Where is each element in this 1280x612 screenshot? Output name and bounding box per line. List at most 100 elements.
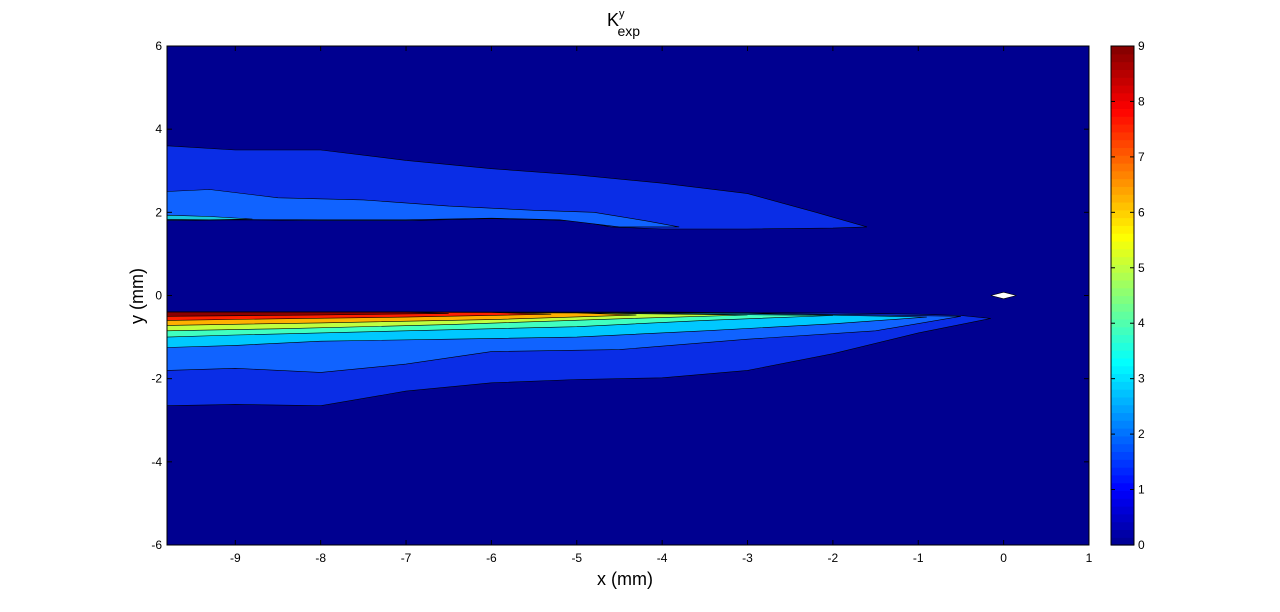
colorbar	[1111, 46, 1134, 546]
colorbar-segment	[1111, 225, 1134, 234]
contour-region-upper-plume-core	[166, 189, 680, 228]
colorbar-segment	[1111, 482, 1134, 492]
colorbar-segment	[1111, 357, 1134, 367]
plot-background	[167, 46, 1089, 545]
colorbar-segment	[1111, 170, 1134, 180]
colorbar-segment	[1111, 513, 1134, 523]
x-tick-label: -9	[230, 551, 241, 565]
y-tick-label: 2	[155, 205, 162, 219]
chart-title-superscript: y	[619, 8, 625, 20]
colorbar-segment	[1111, 217, 1134, 226]
colorbar-segment	[1111, 311, 1134, 320]
x-tick-label: -4	[657, 551, 668, 565]
x-tick-label: 1	[1086, 551, 1093, 565]
colorbar-segment	[1111, 303, 1134, 312]
colorbar-tick-label: 8	[1138, 94, 1145, 108]
chart-title: Ky exp	[607, 8, 640, 39]
colorbar-segment	[1111, 451, 1134, 460]
y-tick-label: 0	[155, 289, 162, 303]
colorbar-segment	[1111, 178, 1134, 187]
contour-regions	[166, 145, 991, 407]
colorbar-segment	[1111, 77, 1134, 86]
colorbar-segment	[1111, 92, 1134, 102]
colorbar-tick-label: 0	[1138, 538, 1145, 552]
x-tick-label: -6	[486, 551, 497, 565]
colorbar-segment	[1111, 389, 1134, 398]
colorbar-segment	[1111, 69, 1134, 78]
y-tick-label: -4	[151, 455, 162, 469]
colorbar-segment	[1111, 474, 1134, 484]
colorbar-tick-label: 9	[1138, 39, 1145, 53]
colorbar-tick-label: 2	[1138, 427, 1145, 441]
colorbar-segment	[1111, 498, 1134, 507]
colorbar-segment	[1111, 396, 1134, 406]
colorbar-segment	[1111, 53, 1134, 63]
colorbar-segment	[1111, 404, 1134, 414]
colorbar-segment	[1111, 100, 1134, 109]
colorbar-segment	[1111, 123, 1134, 133]
colorbar-tick-label: 1	[1138, 483, 1145, 497]
colorbar-segment	[1111, 147, 1134, 156]
colorbar-segment	[1111, 420, 1134, 429]
colorbar-segment	[1111, 506, 1134, 515]
y-axis-label: y (mm)	[127, 268, 147, 324]
colorbar-segment	[1111, 264, 1134, 273]
colorbar-segment	[1111, 326, 1134, 336]
colorbar-segment	[1111, 194, 1134, 203]
x-tick-label: -8	[315, 551, 326, 565]
white-diamond-marker	[990, 291, 1017, 300]
colorbar-segment	[1111, 381, 1134, 390]
colorbar-segment	[1111, 186, 1134, 195]
y-tick-label: -6	[151, 538, 162, 552]
colorbar-segment	[1111, 373, 1134, 382]
colorbar-segment	[1111, 443, 1134, 453]
colorbar-segment	[1111, 467, 1134, 476]
colorbar-segment	[1111, 459, 1134, 468]
colorbar-segment	[1111, 529, 1134, 538]
colorbar-tick-label: 7	[1138, 150, 1145, 164]
colorbar-segment	[1111, 365, 1134, 375]
x-tick-label: 0	[1000, 551, 1007, 565]
colorbar-segment	[1111, 334, 1134, 343]
colorbar-ticks: 0 1 2 3 4 5 6 7 8 9	[1111, 39, 1145, 552]
colorbar-segment	[1111, 272, 1134, 281]
colorbar-segment	[1111, 131, 1134, 141]
colorbar-segment	[1111, 155, 1134, 164]
colorbar-segment	[1111, 350, 1134, 359]
colorbar-tick-label: 4	[1138, 316, 1145, 330]
chart-title-main: K	[607, 10, 619, 30]
colorbar-segment	[1111, 248, 1134, 258]
colorbar-segment	[1111, 256, 1134, 265]
x-tick-label: -3	[742, 551, 753, 565]
marker-layer	[990, 291, 1017, 300]
x-tick-label: -1	[913, 551, 924, 565]
colorbar-segment	[1111, 428, 1134, 437]
colorbar-segment	[1111, 279, 1134, 289]
x-axis-label: x (mm)	[597, 569, 653, 589]
colorbar-segment	[1111, 116, 1134, 125]
colorbar-tick-label: 5	[1138, 261, 1145, 275]
colorbar-segment	[1111, 240, 1134, 250]
colorbar-segment	[1111, 84, 1134, 94]
colorbar-segment	[1111, 318, 1134, 328]
colorbar-segment	[1111, 287, 1134, 297]
colorbar-segment	[1111, 233, 1134, 242]
colorbar-tick-label: 6	[1138, 205, 1145, 219]
colorbar-frame	[1110, 45, 1135, 546]
colorbar-segment	[1111, 61, 1134, 70]
colorbar-segment	[1111, 201, 1134, 211]
x-tick-label: -7	[401, 551, 412, 565]
colorbar-segment	[1111, 342, 1134, 351]
colorbar-segment	[1111, 521, 1134, 531]
colorbar-segment	[1111, 46, 1134, 55]
colorbar-segment	[1111, 209, 1134, 219]
colorbar-segment	[1111, 412, 1134, 421]
colorbar-segment	[1111, 295, 1134, 304]
y-axis-ticks: -6 -4 -2 0 2 4 6	[151, 39, 1089, 552]
x-axis-ticks: -9 -8 -7 -6 -5 -4 -3 -2 -1 0 1	[230, 46, 1093, 565]
colorbar-tick-label: 3	[1138, 372, 1145, 386]
x-tick-label: -5	[571, 551, 582, 565]
chart-title-subscript: exp	[618, 23, 641, 39]
colorbar-segment	[1111, 435, 1134, 445]
